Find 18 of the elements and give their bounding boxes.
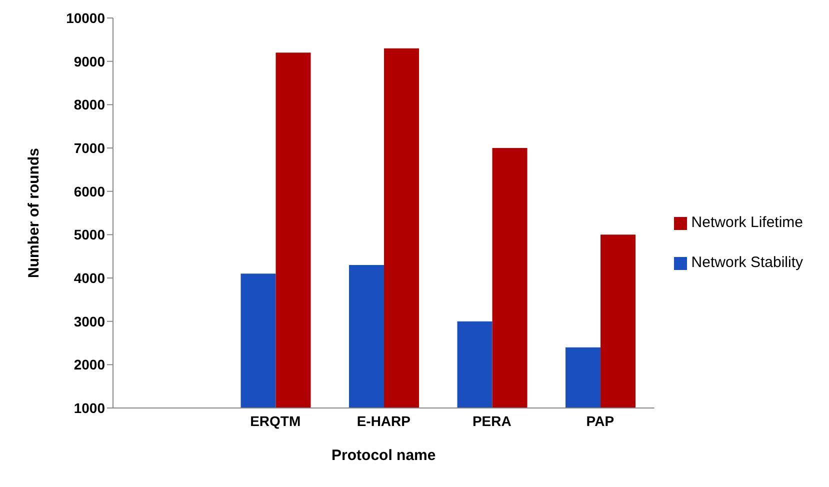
x-tick-label: PAP xyxy=(586,412,614,429)
y-axis-title: Number of rounds xyxy=(25,148,42,278)
x-tick-label: PERA xyxy=(472,412,512,429)
y-tick-label: 5000 xyxy=(74,226,106,243)
y-tick-label: 7000 xyxy=(74,140,106,156)
y-tick-label: 10000 xyxy=(66,10,106,26)
y-tick-label: 9000 xyxy=(74,53,106,70)
y-tick-label: 1000 xyxy=(74,400,106,416)
x-tick-label: E-HARP xyxy=(356,412,410,429)
legend-label: Network Stability xyxy=(691,254,803,271)
legend-label: Network Lifetime xyxy=(691,214,803,231)
y-tick-label: 6000 xyxy=(74,183,106,200)
x-tick-label: ERQTM xyxy=(250,412,301,429)
y-tick-label: 8000 xyxy=(74,96,106,113)
y-tick-label: 2000 xyxy=(74,356,106,373)
x-axis-title: Protocol name xyxy=(332,447,436,464)
y-tick-label: 4000 xyxy=(74,270,106,286)
y-tick-label: 3000 xyxy=(74,313,106,330)
